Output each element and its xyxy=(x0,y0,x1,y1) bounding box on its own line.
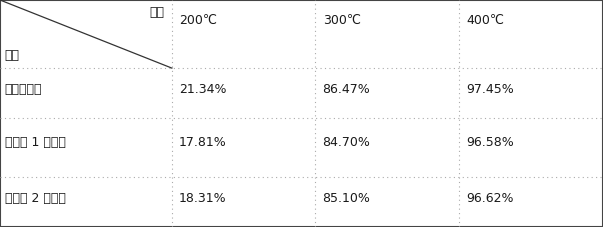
Text: 21.34%: 21.34% xyxy=(179,83,227,96)
Text: 实施例 2 催化剂: 实施例 2 催化剂 xyxy=(5,192,66,205)
Text: 400℃: 400℃ xyxy=(466,14,504,27)
Text: 温度: 温度 xyxy=(150,6,165,19)
Text: 18.31%: 18.31% xyxy=(179,192,227,205)
Text: 300℃: 300℃ xyxy=(323,14,361,27)
Text: 85.10%: 85.10% xyxy=(323,192,370,205)
Text: 96.62%: 96.62% xyxy=(466,192,514,205)
Text: 17.81%: 17.81% xyxy=(179,136,227,149)
Text: 84.70%: 84.70% xyxy=(323,136,370,149)
Text: 200℃: 200℃ xyxy=(179,14,217,27)
Text: 种类: 种类 xyxy=(5,49,20,62)
Text: 新鲜催化剂: 新鲜催化剂 xyxy=(5,83,42,96)
Text: 97.45%: 97.45% xyxy=(466,83,514,96)
Text: 实施例 1 催化剂: 实施例 1 催化剂 xyxy=(5,136,66,149)
Text: 96.58%: 96.58% xyxy=(466,136,514,149)
Text: 86.47%: 86.47% xyxy=(323,83,370,96)
